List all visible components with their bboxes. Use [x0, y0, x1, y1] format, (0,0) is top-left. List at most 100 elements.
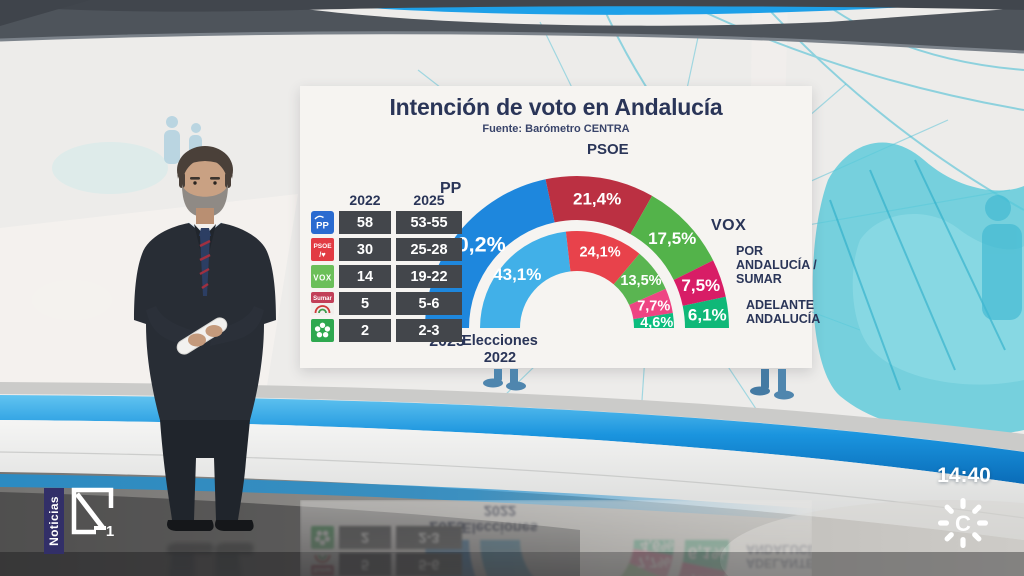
seats-table-header: 2022 2025 [311, 192, 462, 208]
segment-Elecciones-2022-3 [629, 548, 673, 576]
party-logo-sumar: Sumar [311, 553, 334, 576]
infographic-panel: Intención de voto en Andalucía Fuente: B… [300, 86, 820, 368]
clock: 14:40 [937, 464, 991, 487]
table-row-vox: VOX 14 19-22 [311, 265, 462, 288]
right-figure-silhouette [982, 195, 1022, 320]
presenter [134, 146, 276, 531]
value-label: 7,5% [681, 276, 720, 295]
n1-logo-icon: 1 [71, 487, 114, 538]
seats-2025-psoe: 25-28 [396, 238, 462, 261]
value-label: 6,1% [688, 305, 727, 324]
value-label: 13,5% [620, 273, 661, 289]
party-label-vox: VOX [711, 217, 747, 234]
seats-2022-adelante: 2 [339, 526, 391, 549]
sumar-logo-icon: Sumar [311, 553, 334, 576]
noticias-label: Noticias [47, 496, 61, 546]
segment-Elecciones-2022-2 [613, 253, 666, 305]
value-label: 7,7% [637, 554, 670, 570]
value-label: 7,7% [637, 298, 670, 314]
value-label: 4,6% [640, 315, 673, 331]
table-row-sumar: Sumar 5 5-6 [311, 553, 462, 576]
infographic-title: Intención de voto en Andalucía [389, 94, 723, 120]
column-header-2025: 2025 [413, 192, 445, 208]
ring-label-elecciones-2022: Elecciones 2022 [462, 333, 538, 366]
channel-badge: Noticias 1 [44, 484, 124, 562]
seats-2022-psoe: 30 [339, 238, 391, 261]
value-label: 4,6% [640, 537, 673, 553]
svg-text:VOX: VOX [313, 274, 332, 283]
seats-2025-adelante: 2-3 [396, 526, 462, 549]
adelante-logo-icon [311, 526, 334, 549]
segment-2025-3 [673, 562, 726, 576]
segment-Elecciones-2022-0 [480, 540, 571, 576]
party-logo-psoe: PSOE/♥ [311, 238, 334, 261]
table-row-adelante: 2 2-3 [311, 526, 462, 549]
value-label: 21,4% [573, 190, 621, 209]
segment-Elecciones-2022-1 [565, 231, 640, 285]
seats-2025-adelante: 2-3 [396, 319, 462, 342]
table-row-sumar: Sumar 5 5-6 [311, 292, 462, 315]
svg-text:Sumar: Sumar [313, 566, 332, 572]
table-row-psoe: PSOE/♥ 30 25-28 [311, 238, 462, 261]
presenter-floor-reflection [160, 543, 254, 576]
segment-2025-4 [682, 540, 729, 572]
party-label-por-andalucia-sumar: POR ANDALUCÍA / SUMAR [736, 244, 817, 286]
party-label-adelante-andalucia: ADELANTE ANDALUCÍA [746, 298, 821, 326]
segment-2025-2 [630, 195, 714, 280]
table-row-pp: PP 58 53-55 [311, 211, 462, 234]
party-logo-pp: PP [311, 211, 334, 234]
segment-Elecciones-2022-4 [633, 312, 674, 328]
noticias-bar: Noticias [44, 488, 64, 554]
seats-2025-sumar: 5-6 [396, 553, 462, 576]
party-logo-sumar: Sumar [311, 292, 334, 315]
vox-logo-icon: VOX [311, 265, 334, 288]
segment-2025-1 [545, 176, 653, 235]
segment-2025-0 [425, 179, 555, 328]
segment-Elecciones-2022-0 [480, 231, 571, 328]
value-label: 6,1% [688, 544, 727, 563]
seats-table-rows: PP5853-55PSOE/♥3025-28VOX1419-22Sumar55-… [311, 526, 462, 576]
adelante-logo-icon [311, 319, 334, 342]
svg-text:Sumar: Sumar [313, 296, 332, 302]
seats-2025-sumar: 5-6 [396, 292, 462, 315]
party-label-psoe: PSOE [587, 141, 629, 158]
party-label-pp: PP [440, 180, 462, 197]
pp-logo-icon: PP [311, 211, 334, 234]
seats-2022-vox: 14 [339, 265, 391, 288]
segment-Elecciones-2022-4 [633, 540, 674, 556]
half-donut-chart: 40,2%21,4%17,5%7,5%6,1%43,1%24,1%13,5%7,… [425, 176, 729, 331]
seats-table: 2022 2025 PP5853-55PSOE/♥3025-28VOX1419-… [311, 522, 462, 576]
seats-2025-pp: 53-55 [396, 211, 462, 234]
value-label: 24,1% [579, 244, 620, 260]
svg-text:/♥: /♥ [319, 250, 326, 259]
column-header-2022: 2022 [349, 192, 381, 208]
table-row-adelante: 2 2-3 [311, 319, 462, 342]
value-label: 43,1% [493, 265, 541, 284]
segment-2025-4 [682, 296, 729, 328]
canal-sur-sun-icon: C [938, 498, 988, 548]
sumar-logo-icon: Sumar [311, 292, 334, 315]
seats-2022-adelante: 2 [339, 319, 391, 342]
value-label: 17,5% [648, 229, 696, 248]
svg-text:PP: PP [316, 221, 329, 232]
value-label: 7,5% [681, 573, 720, 576]
infographic-source: Fuente: Barómetro CENTRA [482, 123, 630, 135]
seats-2022-pp: 58 [339, 211, 391, 234]
party-logo-adelante [311, 526, 334, 549]
seats-2025-vox: 19-22 [396, 265, 462, 288]
svg-text:1: 1 [106, 523, 114, 538]
ring-label-elecciones-2022: Elecciones 2022 [462, 502, 538, 535]
svg-text:C: C [955, 511, 971, 536]
seats-2022-sumar: 5 [339, 292, 391, 315]
seats-2022-sumar: 5 [339, 553, 391, 576]
party-label-adelante-andalucia: ADELANTE ANDALUCÍA [746, 542, 821, 570]
segment-Elecciones-2022-3 [629, 288, 673, 320]
party-logo-vox: VOX [311, 265, 334, 288]
svg-text:PSOE: PSOE [313, 243, 332, 250]
psoe-logo-icon: PSOE/♥ [311, 238, 334, 261]
panel-floor-reflection: Intención de voto en Andalucía Fuente: B… [300, 500, 820, 576]
party-logo-adelante [311, 319, 334, 342]
